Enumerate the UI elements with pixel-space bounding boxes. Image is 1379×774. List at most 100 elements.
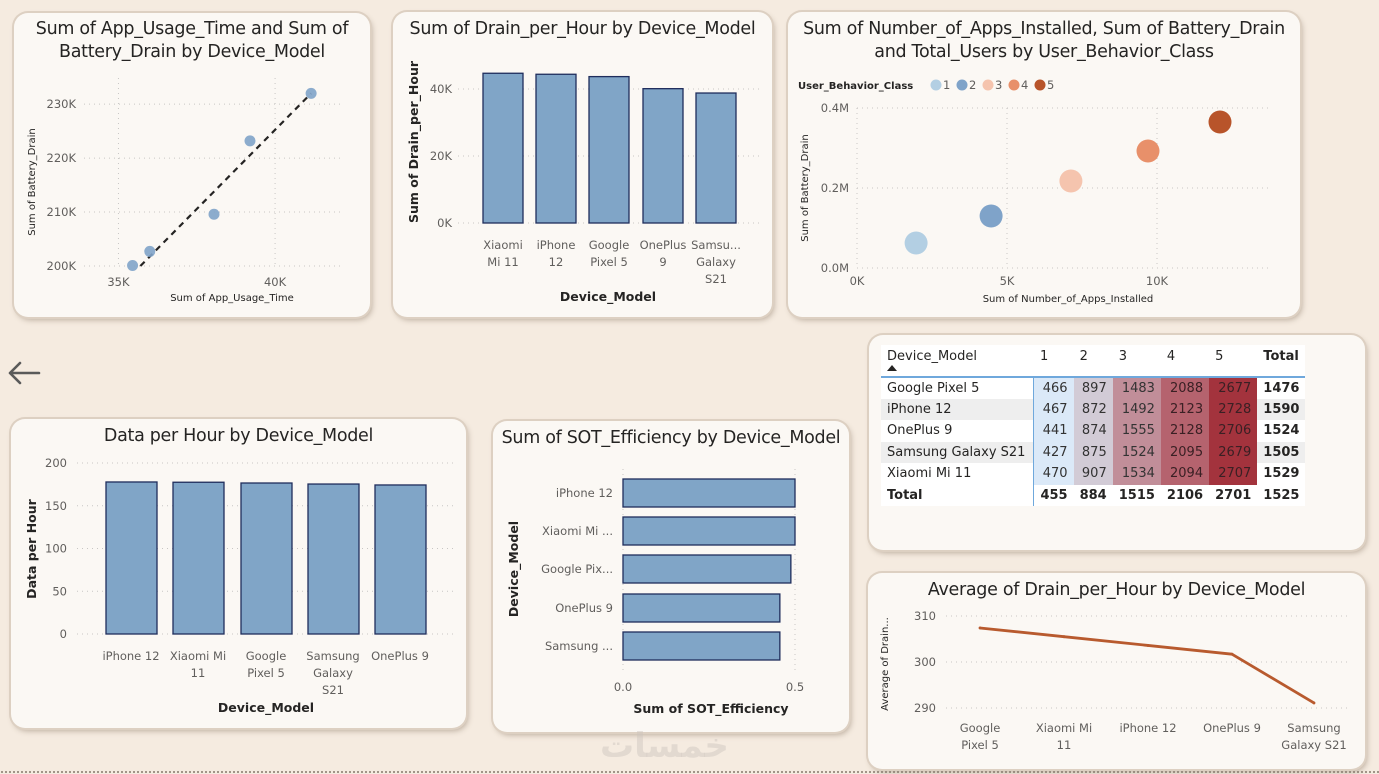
column-header[interactable]: 4 (1166, 349, 1176, 364)
chart-title: Average of Drain_per_Hour by Device_Mode… (927, 580, 1306, 600)
column-total: 884 (1079, 487, 1107, 503)
matrix-cell: 2707 (1209, 463, 1258, 485)
x-tick-label: OnePlus 9 (640, 238, 687, 269)
table-row[interactable]: iPhone 12 467 872 1492 2123 2728 1590 (881, 398, 1306, 420)
legend-marker (1008, 79, 1020, 91)
legend-label: 2 (969, 78, 976, 92)
matrix-cell: 441 (1033, 420, 1074, 442)
scatter-point (244, 135, 256, 147)
y-tick-label: 0 (60, 627, 67, 641)
y-tick-label: 290 (914, 701, 936, 715)
bar (622, 478, 796, 508)
x-tick-label: 5K (1000, 274, 1015, 288)
column-header[interactable]: 1 (1039, 349, 1049, 364)
matrix-cell: 907 (1073, 463, 1113, 485)
matrix-cell: 2123 (1160, 398, 1210, 420)
row-total: 1476 (1263, 380, 1300, 396)
bar (622, 516, 796, 546)
bar (172, 481, 225, 635)
table-row[interactable]: Xiaomi Mi 11 470 907 1534 2094 2707 1529 (881, 463, 1305, 485)
column-total: 2701 (1215, 487, 1252, 503)
row-label: OnePlus 9 (881, 420, 1035, 442)
y-axis-title: Data per Hour (24, 498, 39, 598)
y-tick-label: 0.2M (821, 181, 849, 195)
column-header[interactable]: 5 (1215, 349, 1224, 364)
bar (588, 75, 630, 224)
matrix-cell: 2679 (1209, 441, 1258, 463)
bubble-point (979, 204, 1003, 228)
y-axis-title: Sum of Battery_Drain (800, 134, 811, 242)
matrix-cell: 2706 (1209, 420, 1258, 442)
line-series (979, 626, 1315, 705)
matrix-cell: 466 (1033, 377, 1074, 399)
legend-marker (1034, 79, 1046, 91)
x-axis-title: Sum of Number_of_Apps_Installed (983, 294, 1154, 305)
bar-drain-per-hour-card[interactable]: Sum of Drain_per_Hour by Device_Model 0K… (393, 12, 772, 317)
line-point (1146, 644, 1150, 647)
column-header-total[interactable]: Total (1263, 349, 1299, 364)
chart-title: Sum of Number_of_Apps_Installed, Sum of … (788, 18, 1300, 64)
sort-ascending-icon[interactable] (887, 365, 897, 371)
line-point (1062, 635, 1066, 639)
row-total: 1524 (1263, 423, 1300, 439)
legend-label: 4 (1021, 78, 1028, 92)
legend-marker (982, 79, 994, 91)
x-axis-title: Device_Model (218, 700, 314, 716)
matrix-card[interactable]: Device_Model 1 2 3 4 5 Total Google Pixe… (869, 335, 1365, 550)
hbar-sot-efficiency-card[interactable]: Sum of SOT_Efficiency by Device_Model 0.… (493, 421, 849, 732)
row-label: Samsung Galaxy S21 (881, 441, 1035, 463)
x-tick-label: 0K (850, 274, 865, 288)
y-tick-label: 300 (914, 655, 936, 669)
y-tick-label: 50 (52, 584, 67, 598)
y-tick-label: iPhone 12 (556, 486, 613, 500)
bar-data-per-hour-plot: 0 50 100 150 200 iPhone 12 Xiaomi Mi 11 Google Pi… (24, 456, 455, 716)
matrix-cell: 2095 (1160, 441, 1210, 463)
bar (622, 631, 781, 661)
bubble-point (1059, 169, 1083, 193)
bar (105, 481, 158, 635)
x-tick-label: Google Pixel 5 (246, 649, 287, 680)
bubble-apps-drain-card[interactable]: Sum of Number_of_Apps_Installed, Sum of … (788, 12, 1300, 317)
bar (642, 88, 684, 224)
bar-drain-per-hour-plot: 0K 20K 40K Xiaomi Mi 11 iPhone 12 Google Pixel 5… (406, 60, 763, 305)
matrix-cell: 1555 (1112, 420, 1161, 442)
matrix-cell: 1492 (1112, 398, 1161, 420)
table-row[interactable]: Samsung Galaxy S21 427 875 1524 2095 2679 1505 (881, 441, 1306, 463)
chart-title: Sum of SOT_Efficiency by Device_Model (501, 428, 841, 448)
total-label: Total (881, 484, 1035, 506)
line-avg-drain-plot: 290 300 310 Google Pixel 5 Xiaomi Mi 11 iPhone … (880, 609, 1348, 752)
bar (374, 484, 427, 635)
legend-label: 5 (1047, 78, 1054, 92)
x-tick-label: Google Pixel 5 (589, 238, 630, 269)
y-tick-label: 230K (47, 97, 77, 111)
bar-data-per-hour-card[interactable]: Data per Hour by Device_Model 0 50 100 150 2… (11, 419, 466, 728)
column-header[interactable]: 2 (1079, 349, 1088, 364)
line-avg-drain-card[interactable]: Average of Drain_per_Hour by Device_Mode… (868, 573, 1365, 769)
legend-title: User_Behavior_Class (798, 81, 913, 92)
y-tick-label: 40K (430, 82, 453, 96)
chart-title: Data per Hour by Device_Model (103, 426, 374, 446)
scatter-point (127, 259, 139, 271)
x-tick-label: Xiaomi Mi 11 (483, 238, 523, 269)
chart-title-line: and Total_Users by User_Behavior_Class (874, 42, 1214, 62)
table-row[interactable]: Google Pixel 5 466 897 1483 2088 2677 1476 (881, 377, 1305, 399)
device-class-matrix[interactable]: Device_Model 1 2 3 4 5 Total Google Pixe… (881, 345, 1306, 506)
scatter-usage-drain-card[interactable]: Sum of App_Usage_Time and Sum of Battery… (14, 13, 370, 317)
back-button[interactable] (6, 356, 42, 388)
scatter-point (208, 208, 220, 220)
total-row: Total 455 884 1515 2106 2701 1525 (881, 484, 1305, 506)
matrix-cell: 2088 (1160, 377, 1210, 399)
scatter-point (144, 245, 156, 257)
legend-marker (930, 79, 942, 91)
column-header-device-model[interactable]: Device_Model (881, 345, 1034, 377)
table-row[interactable]: OnePlus 9 441 874 1555 2128 2706 1524 (881, 420, 1305, 442)
row-total: 1505 (1257, 441, 1306, 463)
matrix-cell: 1483 (1112, 377, 1161, 399)
matrix-cell: 872 (1073, 398, 1113, 420)
chart-title-line: Sum of Number_of_Apps_Installed, Sum of … (803, 19, 1285, 39)
x-tick-label: iPhone 12 (102, 649, 159, 663)
column-header[interactable]: 3 (1118, 349, 1128, 364)
y-axis-title: Sum of Battery_Drain (27, 128, 38, 236)
matrix-cell: 1524 (1112, 441, 1161, 463)
x-tick-label: iPhone 12 (1119, 721, 1176, 735)
